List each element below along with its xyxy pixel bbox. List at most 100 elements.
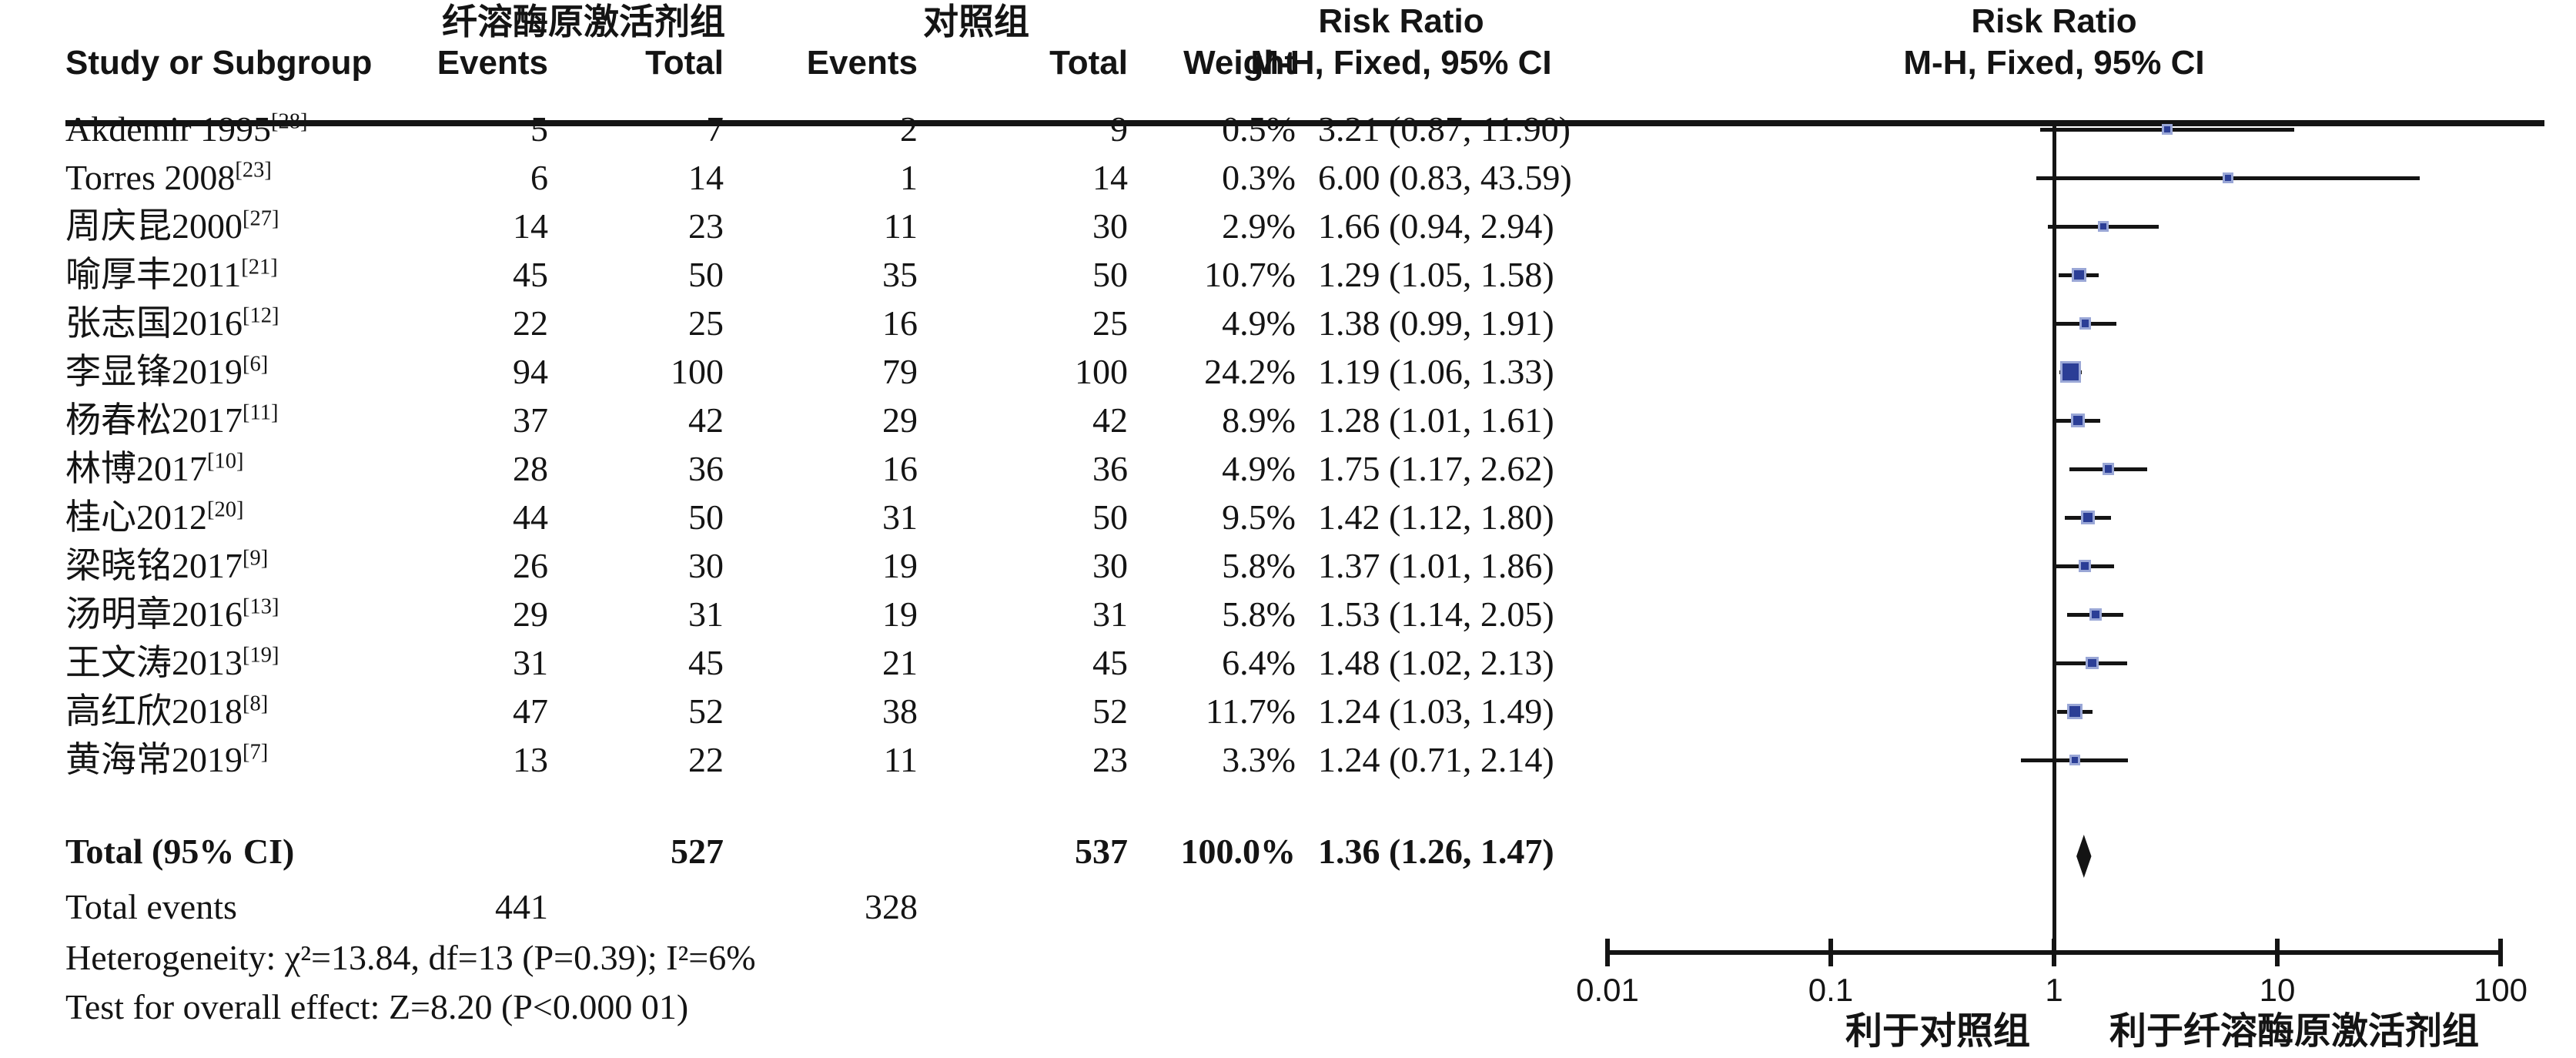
- study-ref-superscript: [28]: [271, 109, 308, 134]
- study-cell-weight: 2.9%: [1222, 206, 1296, 246]
- effect-marker: [2080, 562, 2089, 570]
- study-ref-superscript: [12]: [243, 303, 279, 328]
- effect-marker: [2069, 706, 2080, 717]
- study-cell-weight: 5.8%: [1222, 546, 1296, 585]
- study-cell-events1: 47: [513, 691, 548, 731]
- effect-marker: [2073, 416, 2083, 425]
- study-label: 桂心2012[20]: [65, 497, 244, 537]
- study-cell-total1: 30: [688, 546, 724, 585]
- study-cell-total1: 42: [688, 400, 724, 440]
- study-cell-events2: 11: [883, 206, 918, 246]
- total-row-total2: 537: [1075, 832, 1128, 871]
- study-cell-total2: 23: [1092, 740, 1128, 779]
- study-cell-rr-ci: 1.24 (0.71, 2.14): [1318, 740, 1554, 779]
- study-cell-events2: 2: [900, 109, 918, 149]
- effect-marker: [2083, 512, 2093, 523]
- heterogeneity-text: Heterogeneity: χ²=13.84, df=13 (P=0.39);…: [65, 938, 756, 977]
- rr-column-title: Risk Ratio: [1318, 2, 1484, 40]
- study-cell-total1: 14: [688, 158, 724, 197]
- study-label: 王文涛2013[19]: [65, 643, 279, 682]
- study-cell-events1: 5: [530, 109, 548, 149]
- axis-tick-label: 10: [2259, 972, 2296, 1008]
- study-cell-weight: 10.7%: [1204, 255, 1296, 294]
- study-row: 张志国2016[12] 22 25 16 25 4.9% 1.38 (0.99, 1.91): [0, 299, 1694, 347]
- study-cell-total2: 14: [1092, 158, 1128, 197]
- study-ref-superscript: [8]: [243, 691, 269, 716]
- study-cell-rr-ci: 1.28 (1.01, 1.61): [1318, 400, 1554, 440]
- study-ref-superscript: [7]: [243, 740, 269, 765]
- study-cell-rr-ci: 1.66 (0.94, 2.94): [1318, 206, 1554, 246]
- effect-marker: [2099, 223, 2106, 230]
- study-cell-weight: 5.8%: [1222, 594, 1296, 634]
- study-row: 李显锋2019[6] 94 100 79 100 24.2% 1.19 (1.06, 1.3…: [0, 347, 1694, 396]
- study-cell-events1: 94: [513, 352, 548, 391]
- study-label: 喻厚丰2011[21]: [65, 255, 278, 294]
- study-cell-events1: 44: [513, 497, 548, 537]
- study-cell-total1: 31: [688, 594, 724, 634]
- study-cell-total2: 30: [1092, 546, 1128, 585]
- axis-tick-label: 0.01: [1576, 972, 1639, 1008]
- study-cell-events2: 29: [882, 400, 918, 440]
- study-cell-total1: 22: [688, 740, 724, 779]
- favours-right-label: 利于纤溶酶原激活剂组: [2109, 1011, 2479, 1052]
- axis-tick: [2052, 939, 2056, 966]
- study-row: 黄海常2019[7] 13 22 11 23 3.3% 1.24 (0.71, 2.14): [0, 735, 1694, 784]
- study-cell-events1: 22: [513, 303, 548, 343]
- total-events2: 328: [865, 887, 918, 926]
- study-label: Torres 2008[23]: [65, 158, 272, 197]
- study-label: 周庆昆2000[27]: [65, 206, 279, 246]
- study-cell-events2: 79: [882, 352, 918, 391]
- total-row-weight: 100.0%: [1180, 832, 1296, 871]
- total-row-rr-ci: 1.36 (1.26, 1.47): [1318, 832, 1554, 871]
- study-label: 黄海常2019[7]: [65, 740, 269, 779]
- study-cell-rr-ci: 6.00 (0.83, 43.59): [1318, 158, 1572, 197]
- study-cell-events2: 11: [883, 740, 918, 779]
- axis-tick-label: 1: [2045, 972, 2063, 1008]
- study-cell-total1: 50: [688, 497, 724, 537]
- study-label: 张志国2016[12]: [65, 303, 279, 343]
- study-row: 喻厚丰2011[21] 45 50 35 50 10.7% 1.29 (1.05, 1.58…: [0, 250, 1694, 299]
- study-cell-rr-ci: 1.48 (1.02, 2.13): [1318, 643, 1554, 682]
- study-cell-weight: 6.4%: [1222, 643, 1296, 682]
- study-cell-rr-ci: 1.29 (1.05, 1.58): [1318, 255, 1554, 294]
- study-cell-weight: 4.9%: [1222, 303, 1296, 343]
- rr-column-subtitle: M-H, Fixed, 95% CI: [1250, 44, 1552, 82]
- study-cell-total1: 23: [688, 206, 724, 246]
- study-label: 杨春松2017[11]: [65, 400, 279, 440]
- study-cell-events2: 35: [882, 255, 918, 294]
- plot-column-subtitle: M-H, Fixed, 95% CI: [1903, 44, 2205, 82]
- study-cell-events2: 19: [882, 594, 918, 634]
- study-row: 梁晓铭2017[9] 26 30 19 30 5.8% 1.37 (1.01, 1.86): [0, 541, 1694, 590]
- study-ref-superscript: [10]: [207, 449, 244, 474]
- study-cell-weight: 3.3%: [1222, 740, 1296, 779]
- study-row: 桂心2012[20] 44 50 31 50 9.5% 1.42 (1.12, 1.80): [0, 493, 1694, 541]
- study-cell-events1: 14: [513, 206, 548, 246]
- group1-title: 纤溶酶原激活剂组: [442, 2, 725, 42]
- effect-marker: [2071, 756, 2079, 764]
- study-cell-events2: 19: [882, 546, 918, 585]
- study-cell-weight: 4.9%: [1222, 449, 1296, 488]
- study-label: 林博2017[10]: [65, 449, 244, 488]
- study-cell-weight: 9.5%: [1222, 497, 1296, 537]
- events2-column-header: Events: [806, 44, 918, 82]
- study-cell-rr-ci: 1.42 (1.12, 1.80): [1318, 497, 1554, 537]
- pooled-diamond: [2076, 835, 2092, 878]
- study-ref-superscript: [19]: [243, 643, 279, 668]
- overall-effect-text: Test for overall effect: Z=8.20 (P<0.000…: [65, 987, 689, 1026]
- study-cell-events1: 26: [513, 546, 548, 585]
- study-cell-total1: 100: [671, 352, 724, 391]
- study-cell-events1: 37: [513, 400, 548, 440]
- study-cell-weight: 24.2%: [1204, 352, 1296, 391]
- effect-marker: [2224, 175, 2231, 181]
- study-cell-rr-ci: 1.19 (1.06, 1.33): [1318, 352, 1554, 391]
- study-ref-superscript: [11]: [243, 400, 279, 425]
- study-cell-total1: 45: [688, 643, 724, 682]
- study-ref-superscript: [27]: [243, 206, 279, 231]
- study-row: Akdemir 1995[28] 5 7 2 9 0.5% 3.21 (0.87, 11.9…: [0, 105, 1694, 153]
- study-row: 高红欣2018[8] 47 52 38 52 11.7% 1.24 (1.03, 1.49): [0, 687, 1694, 735]
- weight-column-header: Weight: [1183, 44, 1296, 82]
- study-cell-events2: 1: [900, 158, 918, 197]
- effect-marker: [2091, 611, 2099, 618]
- null-effect-line: [2052, 122, 2056, 953]
